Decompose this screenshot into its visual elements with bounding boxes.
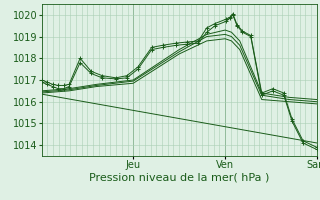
X-axis label: Pression niveau de la mer( hPa ): Pression niveau de la mer( hPa ): [89, 173, 269, 183]
